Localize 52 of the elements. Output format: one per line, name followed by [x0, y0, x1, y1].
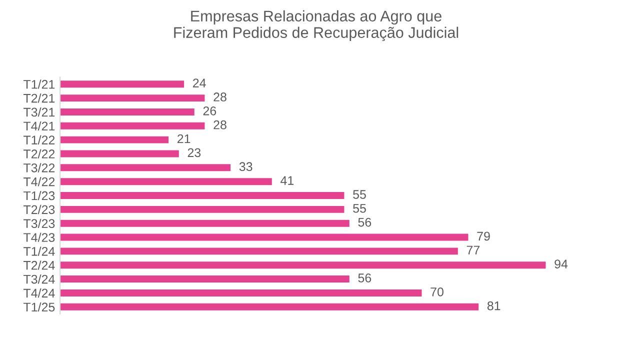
data-label: 33	[239, 162, 252, 172]
data-label: 26	[203, 106, 216, 116]
bar	[60, 136, 169, 144]
chart-title: Empresas Relacionadas ao Agro que Fizeram Pedidos de Recuperação Judicial	[174, 10, 458, 42]
bar	[60, 164, 231, 172]
bar	[60, 108, 194, 116]
y-tick-label: T3/24	[24, 274, 55, 284]
data-label: 41	[280, 176, 294, 185]
y-tick-label: T2/24	[24, 260, 55, 270]
y-tick-label: T4/24	[24, 288, 55, 298]
data-label: 56	[358, 218, 372, 227]
y-tick-label: T1/24	[24, 246, 55, 256]
y-tick-label: T1/25	[24, 302, 55, 312]
data-label: 28	[214, 92, 226, 102]
bar	[60, 234, 468, 241]
data-label: 94	[554, 260, 568, 268]
bar	[60, 262, 546, 269]
y-tick-label: T3/22	[24, 163, 55, 172]
data-label: 21	[178, 134, 190, 144]
y-tick-label: T3/21	[24, 107, 55, 117]
data-label: 79	[477, 232, 490, 241]
data-label: 28	[214, 120, 226, 130]
data-label: 55	[353, 204, 366, 213]
y-tick-label: T2/21	[24, 94, 55, 103]
y-tick-label: T3/23	[24, 218, 55, 228]
y-tick-label: T2/22	[24, 149, 55, 158]
data-label: 70	[430, 287, 444, 296]
bar	[60, 122, 205, 130]
y-tick-label: T1/23	[24, 190, 55, 200]
data-label: 81	[487, 301, 500, 310]
bar	[60, 276, 350, 283]
data-label: 56	[358, 274, 372, 282]
y-tick-label: T4/23	[24, 232, 55, 242]
bar	[60, 150, 179, 158]
y-tick-label: T4/22	[24, 177, 55, 186]
bar	[60, 206, 344, 213]
bar	[60, 303, 479, 310]
bar	[60, 178, 272, 186]
bar	[60, 192, 344, 199]
y-tick-label: T4/21	[24, 121, 55, 131]
y-tick-label: T1/21	[24, 80, 55, 89]
bar	[60, 289, 422, 296]
y-tick-label: T2/23	[24, 204, 55, 214]
bar	[60, 220, 350, 227]
bar	[60, 80, 184, 88]
data-label: 23	[188, 148, 201, 158]
data-label: 77	[466, 246, 480, 254]
data-label: 24	[193, 78, 206, 88]
data-label: 55	[353, 190, 366, 199]
bar	[60, 248, 458, 255]
y-tick-label: T1/22	[24, 135, 55, 144]
bar	[60, 94, 205, 102]
